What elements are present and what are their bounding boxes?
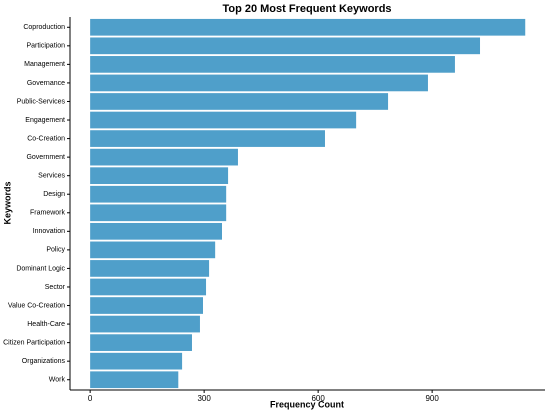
x-tick-label: 0 (88, 394, 93, 403)
y-tick-label: Health-Care (27, 321, 65, 328)
bar (90, 315, 200, 333)
y-tick-label: Participation (26, 43, 65, 50)
x-tick-label: 600 (311, 394, 325, 403)
bar (90, 278, 207, 296)
bar (90, 56, 455, 73)
x-tick-label: 300 (197, 394, 211, 403)
bar (90, 222, 222, 240)
y-tick-label: Coproduction (23, 24, 65, 31)
bar (90, 74, 428, 92)
chart-title: Top 20 Most Frequent Keywords (222, 3, 391, 15)
bar (90, 93, 389, 110)
bar (90, 167, 229, 185)
y-axis-label: Keywords (2, 181, 12, 224)
y-tick-label: Engagement (25, 117, 65, 124)
bar (90, 241, 216, 259)
x-tick-label: 900 (425, 394, 439, 403)
y-tick-label: Framework (30, 210, 66, 217)
y-tick-label: Sector (45, 284, 66, 291)
bar (90, 18, 526, 36)
bar (90, 260, 210, 277)
y-tick-label: Innovation (33, 228, 65, 235)
bar (90, 204, 227, 222)
y-tick-label: Design (43, 191, 65, 198)
y-tick-label: Public-Services (17, 98, 66, 105)
bar (90, 148, 238, 166)
y-tick-label: Work (49, 377, 66, 384)
bar (90, 111, 357, 129)
y-tick-label: Value Co-Creation (8, 302, 65, 309)
bar (90, 37, 481, 55)
y-tick-label: Management (24, 61, 65, 68)
y-tick-label: Organizations (22, 358, 66, 365)
y-tick-label: Citizen Participation (3, 339, 65, 346)
x-axis-label: Frequency Count (270, 399, 344, 409)
y-tick-label: Dominant Logic (16, 265, 65, 272)
y-tick-label: Services (38, 173, 65, 180)
bar (90, 297, 203, 314)
y-tick-label: Co-Creation (27, 135, 65, 142)
bar (90, 371, 179, 389)
bar (90, 185, 227, 203)
bar (90, 130, 325, 147)
y-tick-label: Government (26, 154, 65, 161)
y-tick-label: Policy (46, 247, 65, 254)
bar (90, 334, 192, 351)
y-tick-label: Governance (27, 80, 65, 87)
bar (90, 352, 183, 370)
